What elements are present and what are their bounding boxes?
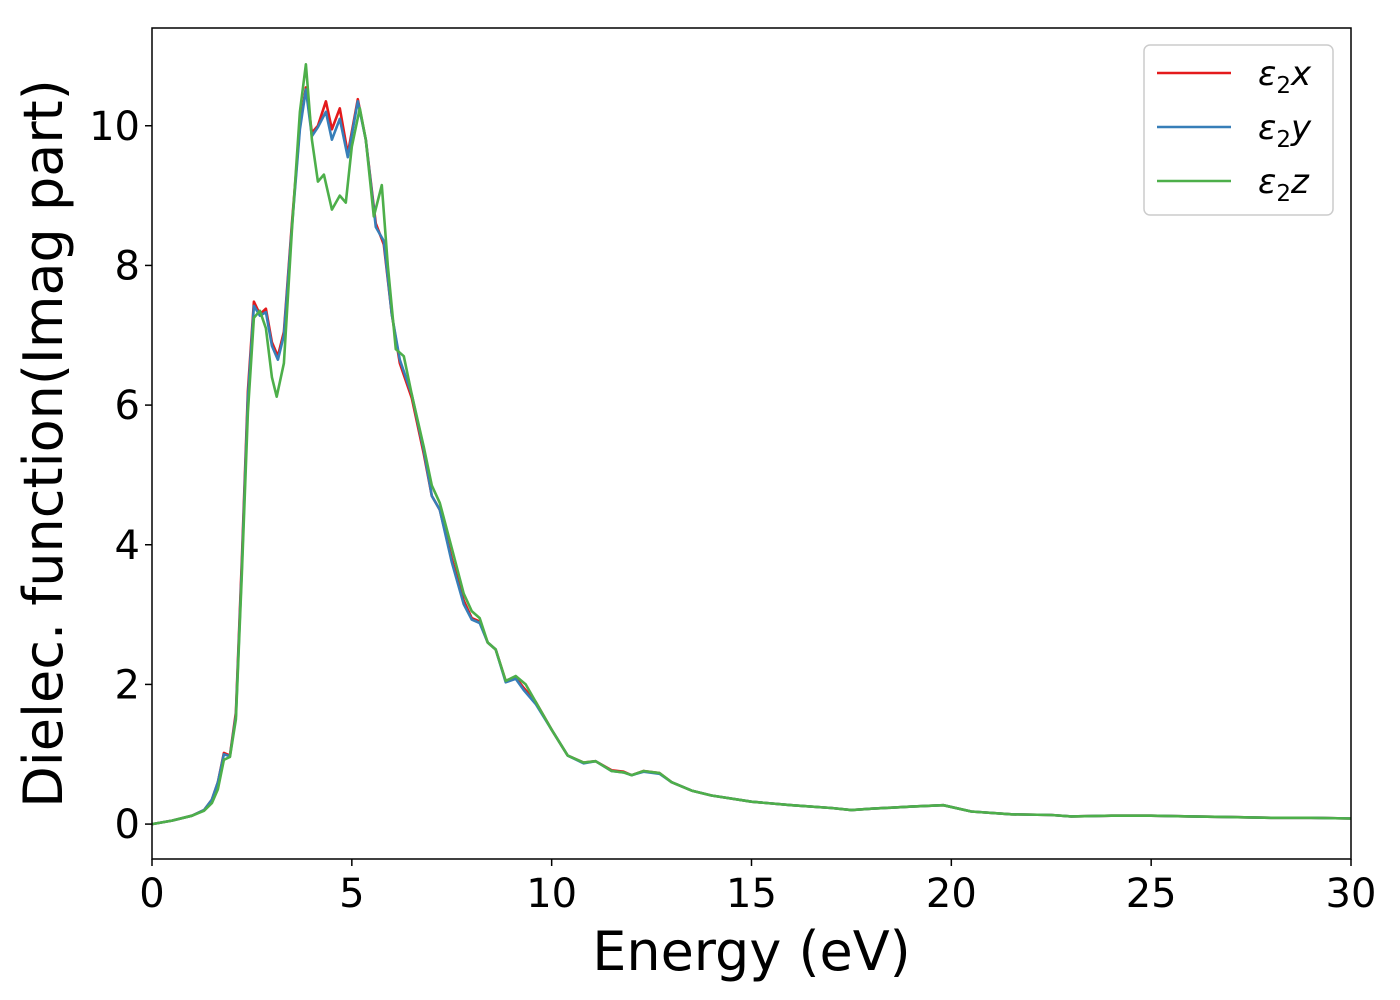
ticks-layer: 0 5 10 15 20 25 30 0 2 4 6 8 10 [89,104,1376,917]
y-tick-label: 2 [115,662,140,708]
x-tick-label: 0 [139,871,164,917]
x-tick-label: 10 [526,871,577,917]
x-axis-title: Energy (eV) [592,920,911,983]
y-tick-label: 6 [115,383,140,429]
y-tick-label: 0 [115,802,140,848]
legend-label-z: ε2z [1258,162,1310,207]
legend: ε2x ε2y ε2z [1143,44,1334,216]
legend-box [1143,44,1334,216]
legend-label-x: ε2x [1258,54,1312,99]
y-tick-label: 10 [89,104,140,150]
x-tick-label: 20 [926,871,977,917]
series-line-z [151,63,1352,826]
x-tick-label: 30 [1326,871,1377,917]
x-tick-label: 15 [726,871,777,917]
x-tick-label: 25 [1126,871,1177,917]
y-tick-label: 8 [115,243,140,289]
y-tick-label: 4 [115,523,140,569]
legend-label-y: ε2y [1258,108,1312,153]
y-axis-title: Dielec. function(Imag part) [12,79,75,808]
x-tick-label: 5 [339,871,364,917]
series-layer [151,63,1352,826]
